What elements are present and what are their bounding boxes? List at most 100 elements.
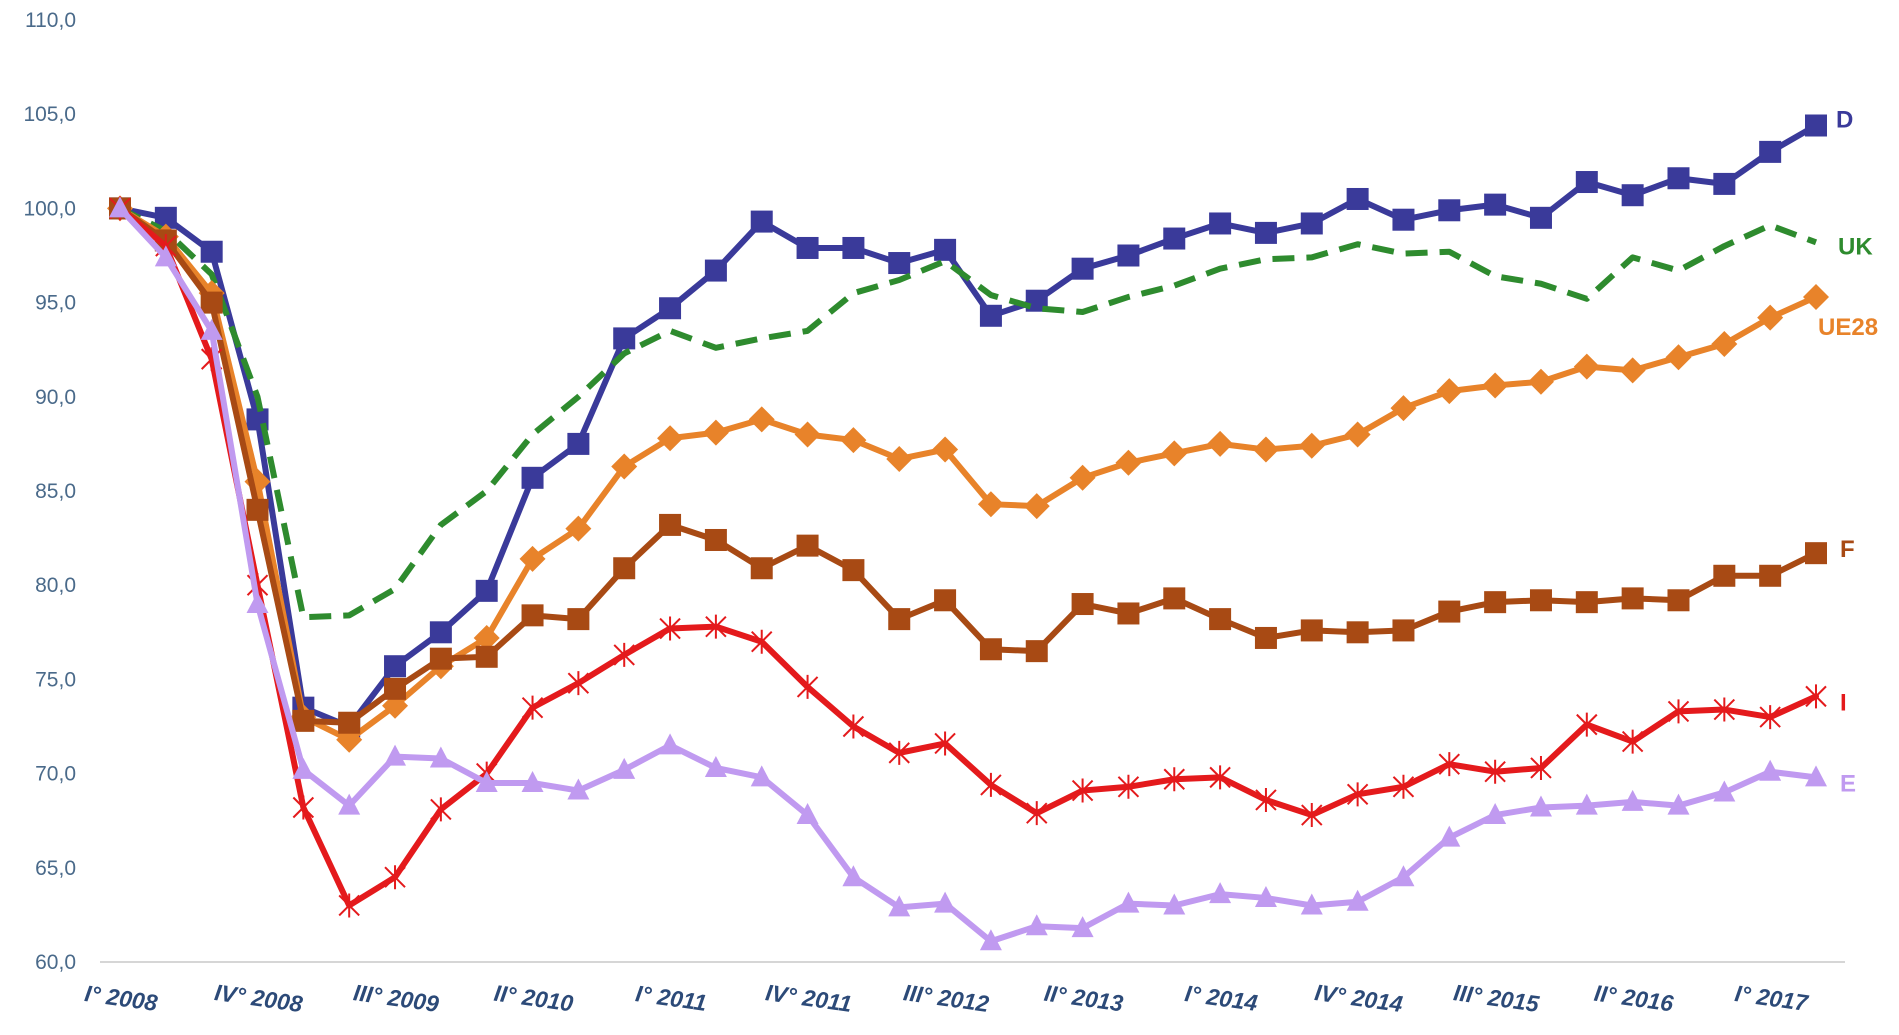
- data-point: [1805, 542, 1827, 565]
- data-point: [1071, 593, 1094, 616]
- data-point: [705, 614, 727, 639]
- y-tick-label: 75,0: [35, 668, 76, 691]
- data-point: [1436, 378, 1463, 405]
- data-point: [521, 695, 544, 720]
- data-point: [1805, 114, 1827, 137]
- data-point: [1527, 368, 1554, 395]
- data-point: [613, 642, 635, 667]
- data-point: [659, 297, 682, 320]
- x-axis: I° 2008 IV° 2008 III° 2009 II° 2010 I° 2011 I…: [83, 979, 1810, 1017]
- data-point: [888, 895, 911, 917]
- data-point: [1117, 602, 1140, 625]
- data-point: [1805, 684, 1827, 709]
- data-point: [796, 674, 819, 699]
- data-point: [932, 436, 959, 463]
- data-point: [1576, 712, 1598, 737]
- data-point: [109, 196, 131, 218]
- data-point: [796, 534, 819, 557]
- data-point: [1163, 587, 1186, 610]
- data-point: [1117, 244, 1140, 267]
- y-tick-label: 100,0: [23, 197, 76, 220]
- data-point: [429, 621, 452, 644]
- y-tick-label: 110,0: [25, 9, 76, 32]
- data-point: [1665, 344, 1692, 371]
- data-point: [1346, 889, 1369, 911]
- data-point: [519, 545, 546, 572]
- data-point: [1301, 803, 1323, 828]
- data-point: [750, 557, 773, 580]
- series-line-d: [117, 122, 1819, 730]
- data-point: [1621, 729, 1644, 754]
- data-point: [842, 865, 865, 887]
- x-tick-label: I° 2011: [634, 980, 708, 1016]
- x-tick-label: IV° 2011: [764, 979, 854, 1017]
- data-point: [429, 746, 452, 768]
- data-point: [613, 327, 636, 350]
- x-tick-label: II° 2010: [492, 980, 575, 1017]
- data-point: [154, 206, 177, 229]
- x-tick-label: II° 2016: [1593, 980, 1676, 1017]
- data-point: [1803, 283, 1829, 310]
- data-point: [657, 425, 684, 452]
- data-point: [794, 421, 821, 448]
- data-point: [521, 466, 544, 489]
- data-point: [1298, 432, 1325, 459]
- series-d: [109, 114, 1827, 738]
- data-point: [934, 891, 957, 913]
- data-point: [1117, 774, 1140, 799]
- data-point: [886, 445, 913, 472]
- data-point: [1713, 172, 1736, 195]
- data-point: [611, 453, 638, 480]
- y-tick-label: 85,0: [35, 480, 76, 503]
- data-point: [475, 579, 498, 602]
- x-tick-label: I° 2017: [1733, 980, 1810, 1016]
- series-i: [109, 196, 1827, 918]
- data-point: [1484, 591, 1507, 614]
- data-point: [1713, 564, 1736, 587]
- data-point: [934, 731, 956, 756]
- series-label-i: I: [1840, 689, 1847, 716]
- data-point: [1026, 801, 1048, 826]
- data-point: [750, 210, 773, 233]
- data-point: [1023, 493, 1050, 520]
- data-point: [1575, 171, 1598, 194]
- data-point: [1713, 780, 1736, 802]
- data-point: [1575, 793, 1598, 815]
- data-point: [384, 744, 407, 766]
- data-point: [1438, 600, 1461, 623]
- data-point: [1667, 167, 1690, 190]
- x-tick-label: I° 2008: [83, 980, 159, 1016]
- series-uk: [118, 205, 1818, 621]
- data-point: [567, 671, 590, 696]
- data-point: [567, 778, 590, 800]
- data-point: [292, 795, 315, 820]
- data-point: [1390, 395, 1417, 422]
- data-point: [1482, 372, 1509, 399]
- data-point: [1346, 187, 1369, 210]
- data-point: [1392, 619, 1415, 642]
- y-tick-label: 90,0: [35, 386, 76, 409]
- data-point: [1667, 589, 1690, 612]
- data-point: [1254, 626, 1277, 649]
- data-point: [888, 740, 910, 765]
- data-point: [1667, 699, 1690, 724]
- data-point: [1392, 865, 1415, 887]
- data-point: [659, 513, 682, 536]
- data-point: [613, 757, 636, 779]
- data-point: [246, 592, 269, 614]
- data-point: [521, 771, 544, 793]
- series-e: [109, 196, 1827, 951]
- data-point: [704, 528, 727, 551]
- data-point: [1529, 206, 1552, 229]
- data-point: [980, 772, 1002, 797]
- data-point: [1619, 357, 1646, 384]
- data-point: [1252, 436, 1279, 463]
- data-point: [1805, 765, 1827, 787]
- series-line-ue28: [117, 205, 1819, 743]
- data-point: [338, 711, 361, 734]
- data-point: [1209, 765, 1231, 790]
- data-point: [567, 608, 590, 631]
- data-point: [1757, 304, 1784, 331]
- data-point: [842, 714, 865, 739]
- data-point: [200, 291, 223, 314]
